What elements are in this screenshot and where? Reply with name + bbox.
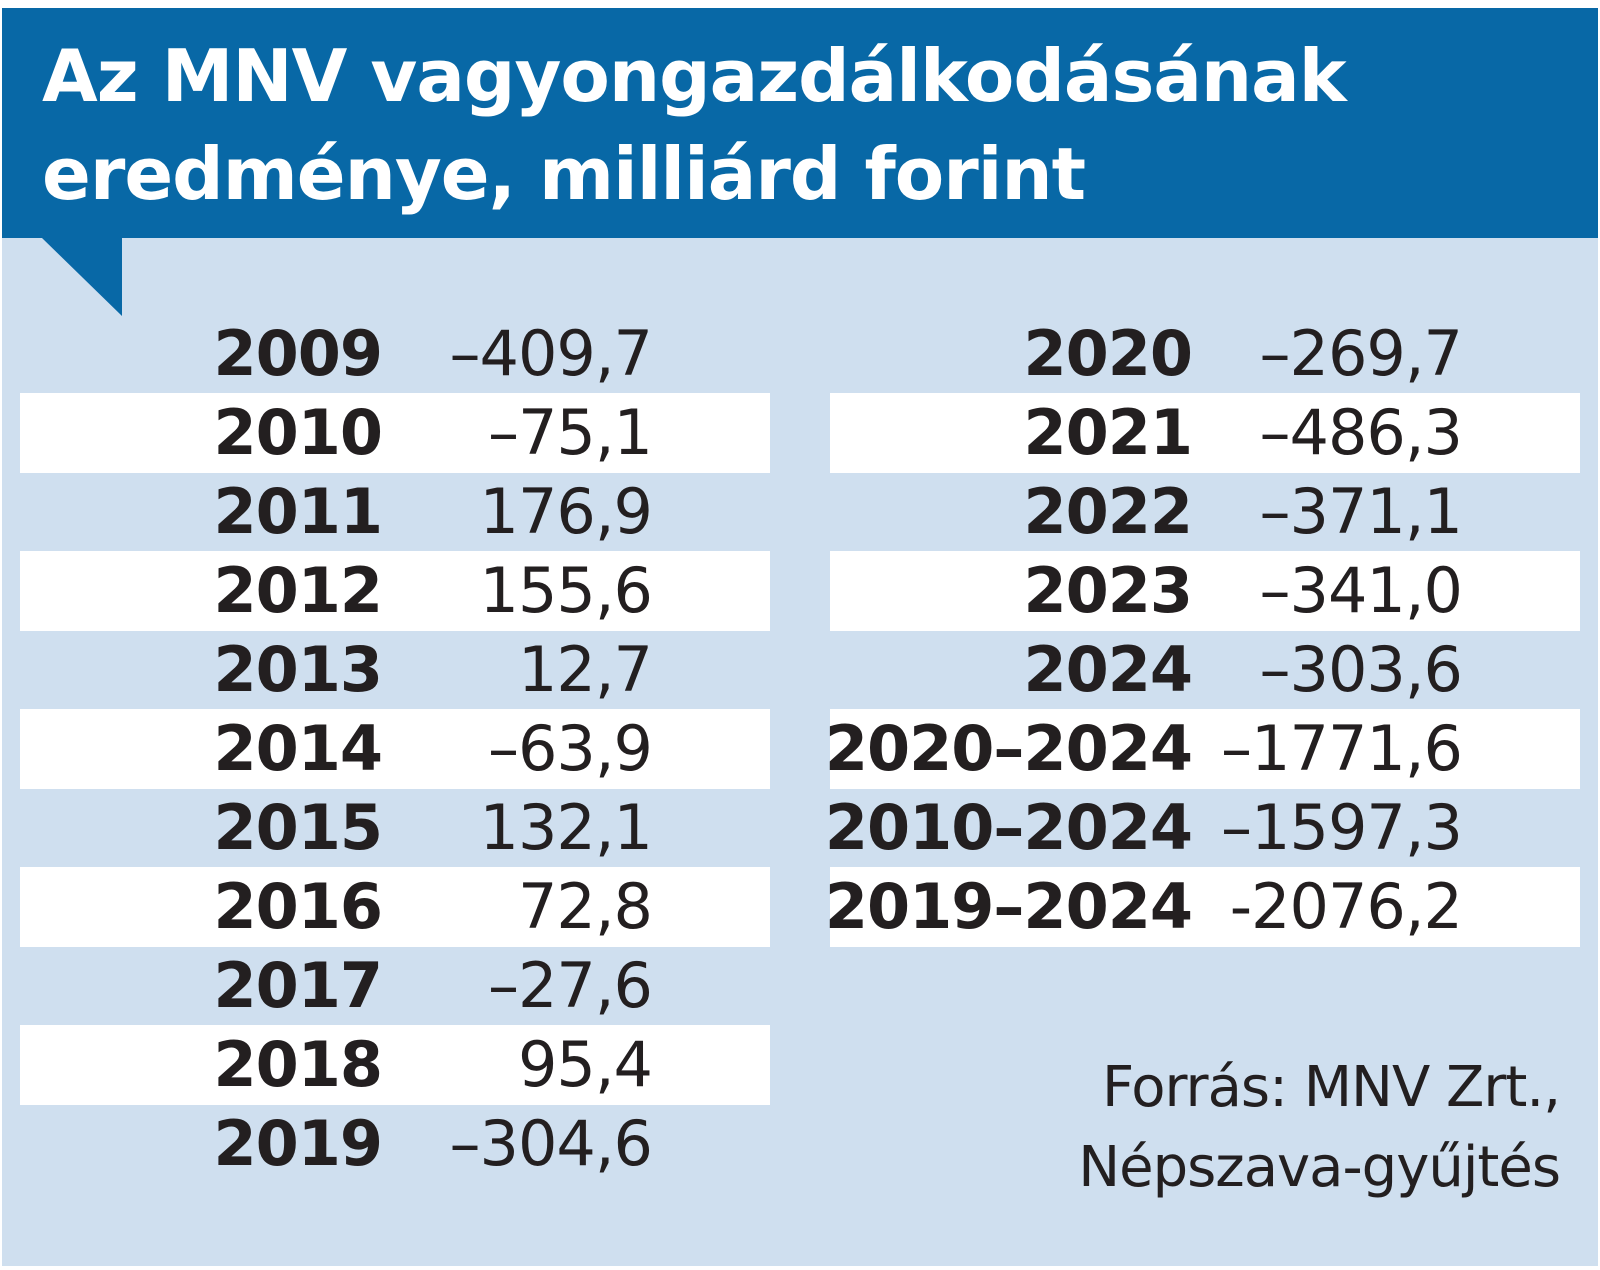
left-row-label: 2018 bbox=[213, 1028, 383, 1101]
left-row-label: 2013 bbox=[213, 633, 383, 706]
right-row-value: –1597,3 bbox=[1221, 791, 1463, 864]
left-row-label: 2012 bbox=[213, 554, 383, 627]
left-row-label: 2011 bbox=[213, 475, 383, 548]
right-row-label: 2020–2024 bbox=[824, 712, 1193, 785]
right-table-stripe bbox=[830, 393, 1580, 473]
left-row-label: 2017 bbox=[213, 949, 383, 1022]
left-table-stripe bbox=[20, 393, 770, 473]
source-note-line-1: Forrás: MNV Zrt., bbox=[1102, 1055, 1561, 1120]
left-row-value: –304,6 bbox=[449, 1107, 654, 1180]
header-tail-shape bbox=[42, 238, 122, 316]
left-row-value: 95,4 bbox=[517, 1028, 653, 1101]
left-row-value: 12,7 bbox=[517, 633, 653, 706]
right-row-value: –341,0 bbox=[1259, 554, 1464, 627]
left-row-label: 2009 bbox=[213, 317, 383, 390]
right-table-stripe bbox=[830, 867, 1580, 947]
left-row-label: 2010 bbox=[213, 396, 383, 469]
left-row-value: –409,7 bbox=[449, 317, 654, 390]
chart-title-line-1: Az MNV vagyongazdálkodásának bbox=[42, 34, 1347, 118]
right-row-label: 2020 bbox=[1023, 317, 1193, 390]
left-row-value: 72,8 bbox=[517, 870, 653, 943]
right-row-label: 2024 bbox=[1023, 633, 1193, 706]
right-row-label: 2019–2024 bbox=[824, 870, 1193, 943]
title-header bbox=[2, 8, 1598, 238]
right-row-value: –1771,6 bbox=[1221, 712, 1463, 785]
left-row-value: –27,6 bbox=[487, 949, 653, 1022]
right-row-value: –371,1 bbox=[1259, 475, 1464, 548]
left-row-value: –63,9 bbox=[487, 712, 653, 785]
left-table-stripe bbox=[20, 1025, 770, 1105]
right-row-label: 2021 bbox=[1023, 396, 1193, 469]
right-row-label: 2023 bbox=[1023, 554, 1193, 627]
left-row-value: 155,6 bbox=[479, 554, 654, 627]
right-row-value: –303,6 bbox=[1259, 633, 1464, 706]
left-table-stripe bbox=[20, 709, 770, 789]
left-table-stripe bbox=[20, 867, 770, 947]
chart-title-line-2: eredménye, milliárd forint bbox=[42, 132, 1086, 216]
left-row-value: –75,1 bbox=[487, 396, 653, 469]
left-row-label: 2014 bbox=[213, 712, 383, 785]
right-row-value: –486,3 bbox=[1259, 396, 1464, 469]
right-row-value: –269,7 bbox=[1259, 317, 1464, 390]
right-row-value: -2076,2 bbox=[1229, 870, 1463, 943]
left-row-label: 2015 bbox=[213, 791, 383, 864]
right-row-label: 2022 bbox=[1023, 475, 1193, 548]
right-table-stripe bbox=[830, 709, 1580, 789]
left-row-label: 2016 bbox=[213, 870, 383, 943]
left-row-value: 132,1 bbox=[479, 791, 654, 864]
right-row-label: 2010–2024 bbox=[824, 791, 1193, 864]
left-table-stripe bbox=[20, 551, 770, 631]
source-note-line-2: Népszava-gyűjtés bbox=[1078, 1135, 1561, 1200]
left-row-value: 176,9 bbox=[479, 475, 654, 548]
right-table-stripe bbox=[830, 551, 1580, 631]
left-row-label: 2019 bbox=[213, 1107, 383, 1180]
